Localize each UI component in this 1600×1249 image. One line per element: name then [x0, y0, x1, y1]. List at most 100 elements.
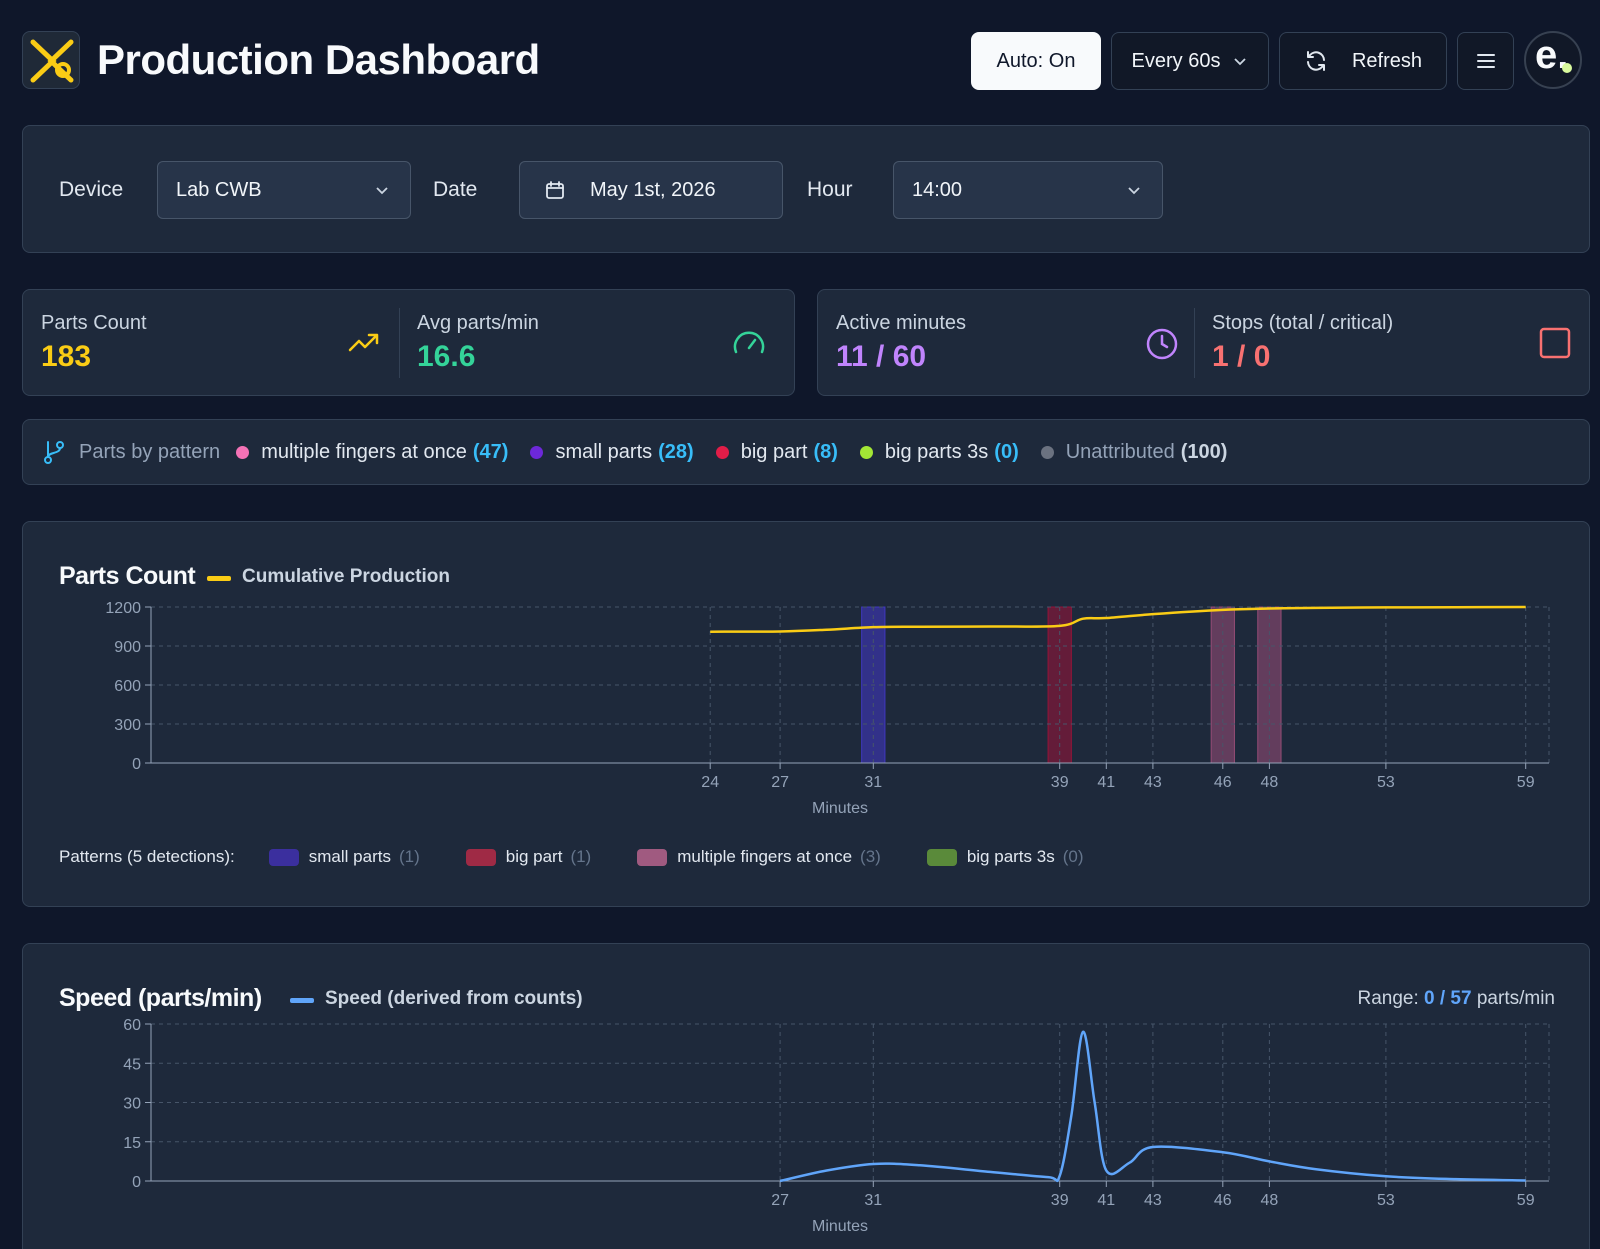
x-tick-label: 43: [1144, 774, 1162, 791]
pattern-name: small parts: [555, 440, 653, 463]
calendar-icon: [546, 181, 564, 199]
x-tick-label: 46: [1214, 1192, 1232, 1209]
pattern-legend-swatch: [926, 848, 957, 866]
stat-parts-count: Parts Count 183: [23, 290, 399, 395]
stat-avg-parts: Avg parts/min 16.6: [399, 290, 795, 395]
y-tick-label: 1200: [105, 600, 141, 617]
git-branch-icon: [44, 441, 64, 464]
series-line: [710, 605, 1526, 633]
x-tick-label: 31: [864, 1192, 882, 1209]
y-tick-label: 0: [132, 1174, 141, 1191]
x-tick-label: 27: [771, 774, 789, 791]
pattern-item: big parts 3s (0): [859, 440, 1019, 464]
x-tick-label: 41: [1097, 1192, 1115, 1209]
y-tick-label: 600: [114, 678, 141, 695]
refresh-button[interactable]: Refresh: [1279, 32, 1447, 90]
x-tick-label: 53: [1377, 1192, 1395, 1209]
chart-title: Speed (parts/min): [59, 984, 262, 1012]
range-label: Range:: [1357, 988, 1419, 1009]
chart-title: Parts Count: [59, 562, 196, 590]
range-unit: parts/min: [1476, 988, 1555, 1009]
y-tick-label: 300: [114, 717, 141, 734]
chevron-down-icon: [1128, 187, 1140, 195]
x-tick-label: 39: [1051, 774, 1069, 791]
pattern-name: Unattributed: [1065, 440, 1175, 463]
speed-chart: 0 15 30 45 60 27 31 39 41 43 46 48 53 59 Minutes: [123, 1017, 1550, 1235]
pattern-legend-item[interactable]: multiple fingers at once (3): [637, 847, 881, 867]
pattern-legend-item[interactable]: small parts (1): [268, 847, 420, 867]
stat-value: 1 / 0: [1212, 340, 1271, 373]
refresh-interval-select[interactable]: Every 60s: [1111, 32, 1269, 90]
speed-range: Range: 0 / 57 parts/min: [1357, 988, 1555, 1010]
clock-icon: [1146, 328, 1178, 360]
legend-swatch: [290, 998, 314, 1003]
device-label: Device: [59, 178, 124, 201]
pattern-legend-swatch: [268, 848, 299, 866]
refresh-interval-label: Every 60s: [1131, 49, 1221, 72]
pattern-legend-swatch: [465, 848, 496, 866]
hour-label: Hour: [807, 178, 853, 201]
x-tick-label: 48: [1261, 1192, 1279, 1209]
y-tick-label: 60: [123, 1017, 141, 1034]
y-tick-label: 30: [123, 1096, 141, 1113]
pattern-name: multiple fingers at once: [261, 440, 467, 463]
parts-count-chart-panel: Parts Count Cumulative Production 0 300 60…: [22, 521, 1590, 907]
pattern-legend-name: small parts: [308, 847, 391, 866]
patterns-row: Parts by pattern multiple fingers at onc…: [41, 420, 1249, 484]
pattern-count: (8): [813, 440, 838, 463]
pattern-item: Unattributed (100): [1040, 440, 1227, 464]
x-tick-label: 43: [1144, 1192, 1162, 1209]
stat-label: Parts Count: [41, 312, 147, 334]
auto-refresh-toggle[interactable]: Auto: On: [971, 32, 1101, 90]
hour-select[interactable]: 14:00: [893, 161, 1163, 219]
pattern-legend-item[interactable]: big part (1): [465, 847, 592, 867]
date-picker[interactable]: May 1st, 2026: [519, 161, 783, 219]
pattern-name: big parts 3s: [884, 440, 989, 463]
pattern-item: multiple fingers at once (47): [236, 441, 508, 464]
pattern-dot: [530, 445, 544, 459]
pattern-dot: [236, 445, 250, 459]
pattern-legend-count: (1): [398, 847, 420, 866]
pattern-dot: [1040, 445, 1054, 459]
device-select[interactable]: Lab CWB: [157, 161, 411, 219]
y-tick-label: 0: [132, 756, 141, 773]
legend-label: Cumulative Production: [242, 566, 450, 587]
x-tick-label: 46: [1214, 774, 1232, 791]
pattern-dot: [715, 445, 729, 459]
pattern-legend-name: multiple fingers at once: [677, 847, 853, 866]
header: Production Dashboard Auto: On Every 60s …: [22, 30, 1590, 90]
speed-chart-panel: Speed (parts/min) Speed (derived from co…: [22, 943, 1590, 1249]
x-tick-label: 31: [864, 774, 882, 791]
pattern-legend-item[interactable]: big parts 3s (0): [926, 847, 1084, 867]
pattern-legend-count: (1): [570, 847, 592, 866]
pattern-band: [1047, 606, 1072, 764]
menu-button[interactable]: [1457, 32, 1514, 90]
trending-up-icon: [348, 333, 379, 352]
page-title: Production Dashboard: [97, 36, 540, 83]
chevron-down-icon: [376, 187, 388, 195]
refresh-label: Refresh: [1351, 49, 1423, 72]
hamburger-icon: [1476, 54, 1495, 68]
pattern-name: big part: [740, 440, 808, 463]
patterns-panel: Parts by pattern multiple fingers at onc…: [22, 419, 1590, 485]
x-tick-label: 39: [1051, 1192, 1069, 1209]
stat-label: Active minutes: [836, 312, 967, 334]
pattern-count: (47): [472, 440, 509, 463]
hour-value: 14:00: [912, 178, 963, 201]
pattern-band: [1210, 606, 1235, 764]
pattern-legend-count: (0): [1062, 847, 1084, 866]
pattern-legend-swatch: [637, 848, 668, 866]
pattern-item: big part (8): [715, 440, 838, 464]
x-tick-label: 41: [1097, 774, 1115, 791]
stat-label: Stops (total / critical): [1212, 312, 1394, 334]
avatar-status-dot: [1562, 63, 1572, 73]
filters-panel: Device Lab CWB Date May 1st, 2026 Hour 1…: [22, 125, 1590, 253]
device-value: Lab CWB: [176, 178, 262, 201]
avatar[interactable]: e.: [1524, 31, 1582, 89]
pattern-item: small parts (28): [530, 440, 694, 464]
app-logo: [22, 31, 80, 89]
legend-label: Speed (derived from counts): [325, 988, 583, 1009]
chevron-down-icon: [1234, 58, 1247, 66]
x-tick-label: 59: [1517, 774, 1535, 791]
date-label: Date: [433, 178, 478, 201]
